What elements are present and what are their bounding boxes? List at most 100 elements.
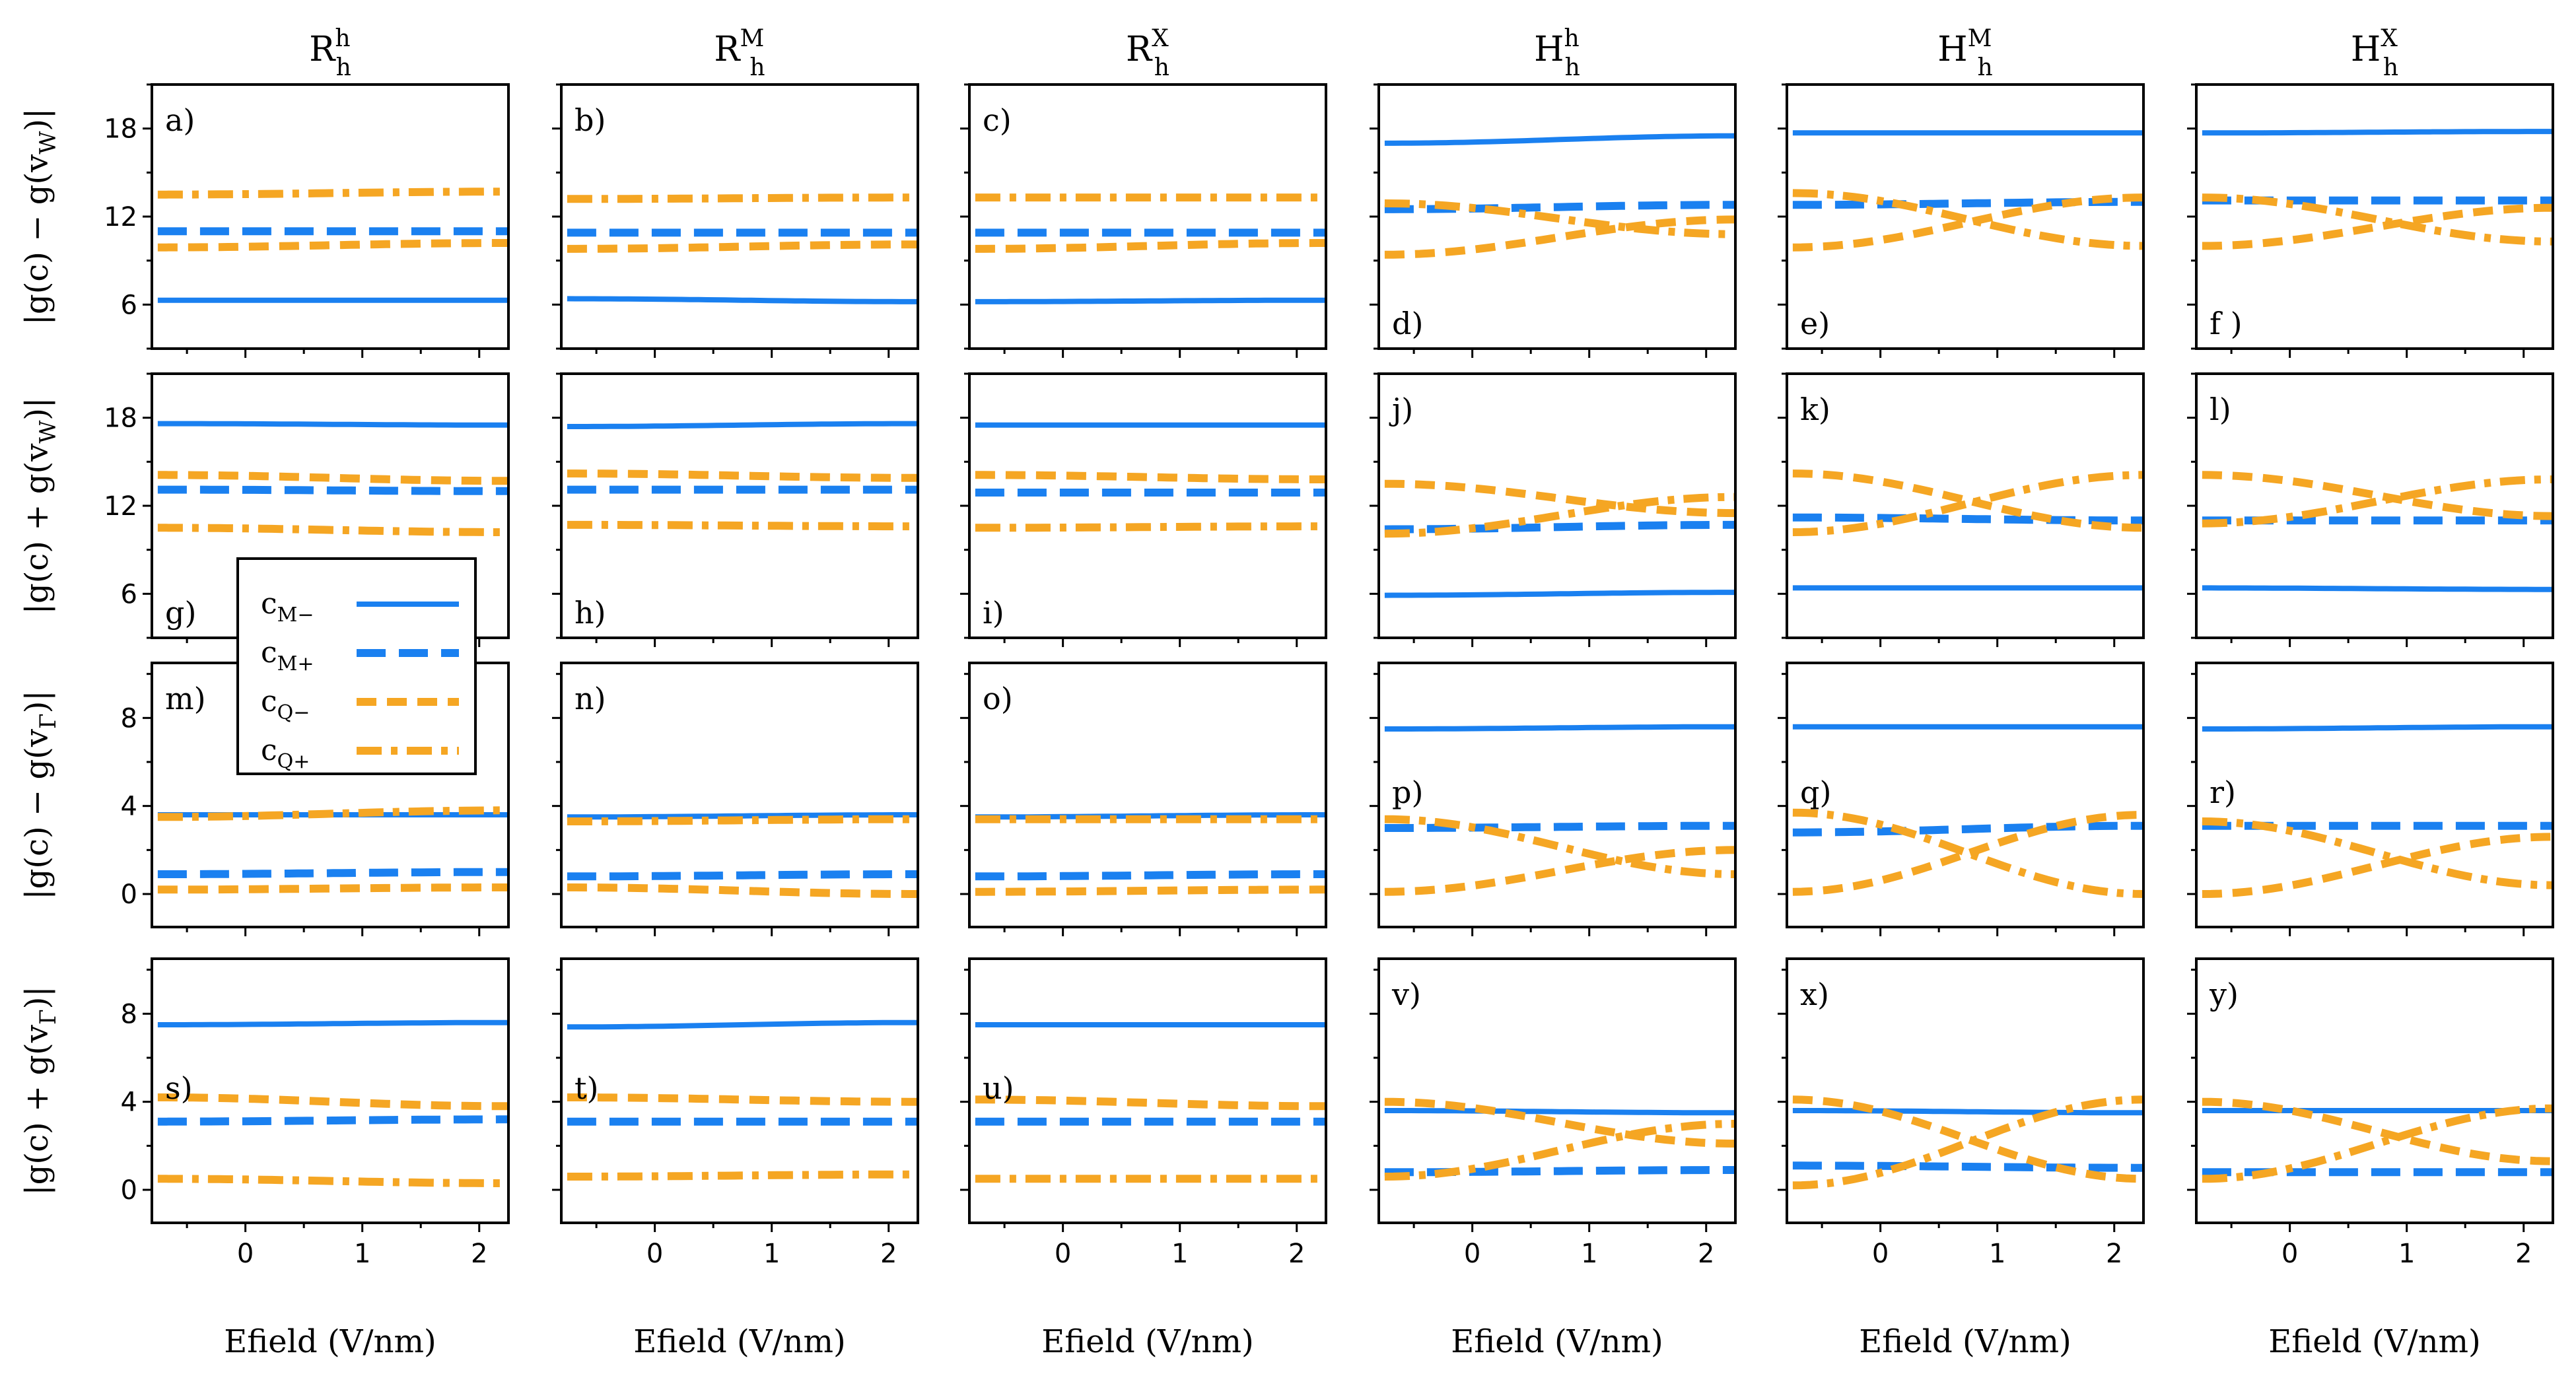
series-cM- [1384,1108,1735,1116]
panel-label: q) [1800,775,1831,810]
column-title-6: HX h [2351,25,2398,81]
column-title-text: Rh h [309,25,351,81]
x-tick-label: 2 [471,1239,487,1269]
y-axis-label-row-1: |g(c) − g(vW)| [18,108,61,325]
panel-frame [560,83,919,350]
series-group [975,812,1326,896]
series-cM- [567,1019,918,1030]
y-axis-label-row-3: |g(c) − g(vΓ)| [18,690,61,899]
panel-h: h) [552,372,919,647]
x-axis-label: Efield (V/nm) [2268,1323,2481,1360]
x-tick-label: 1 [2398,1239,2415,1269]
series-cQ- [157,883,508,894]
series-group [567,1019,918,1181]
series-group [1792,1095,2143,1190]
panel-frame [968,372,1327,639]
panel-label: m) [165,681,206,716]
series-cQ- [975,471,1326,483]
series-cQ+ [157,1175,508,1187]
panel-label: c) [983,102,1012,138]
y-tick-label: 0 [121,879,137,910]
series-cM+ [567,870,918,881]
panel-label: v) [1391,977,1421,1012]
panel-frame [1786,957,2145,1224]
column-title-text: HM h [1937,25,1992,81]
series-cQ+ [157,188,508,199]
panel-frame [2195,957,2554,1224]
x-tick-label: 0 [646,1239,663,1269]
x-axis-label: Efield (V/nm) [1859,1323,2071,1360]
series-cQ+ [2202,475,2553,528]
series-group [975,193,1326,304]
panel-label: u) [983,1070,1014,1106]
series-cQ+ [567,520,918,531]
legend: cM− cM+ cQ− cQ+ [236,557,477,775]
series-cM- [975,297,1326,304]
series-cQ+ [567,193,918,203]
panel-frame [560,372,919,639]
x-tick-label: 2 [1698,1239,1714,1269]
x-tick-label: 1 [1171,1239,1188,1269]
series-group [1384,479,1735,598]
panel-m: 0 4 8 m) [121,662,510,936]
series-cQ- [975,885,1326,896]
series-cQ- [1384,215,1735,259]
series-cQ+ [567,1170,918,1181]
panel-frame [560,662,919,928]
y-tick-label: 4 [121,1087,137,1118]
panel-label: b) [574,102,606,138]
x-axis-label: Efield (V/nm) [224,1323,436,1360]
panel-u: 0 1 2 u) [960,957,1327,1269]
legend-label: cM+ [261,636,314,675]
series-cQ+ [157,524,508,536]
panel-n: n) [552,662,919,936]
panel-g: 6 12 18 g) [104,372,510,647]
x-tick-label: 0 [1464,1239,1480,1269]
series-group [2202,724,2553,898]
x-tick-label: 0 [237,1239,254,1269]
panel-frame [151,83,510,350]
series-cM+ [1384,821,1735,832]
panel-x: 0 1 2 x) [1778,957,2145,1269]
y-tick-label: 0 [121,1175,137,1206]
series-group [1384,133,1735,259]
panel-o: o) [960,662,1327,936]
column-title-3: RX h [1126,25,1169,81]
panel-label: s) [165,1070,193,1106]
panel-label: l) [2210,392,2231,427]
series-cM- [567,296,918,304]
series-cM- [1384,590,1735,598]
column-title-4: Hh h [1534,25,1580,81]
x-tick-label: 0 [2281,1239,2298,1269]
series-group [2202,1097,2553,1183]
panel-t: 0 1 2 t) [552,957,919,1269]
series-cM- [2202,129,2553,136]
y-tick-label: 6 [121,579,137,609]
y-tick-label: 18 [104,114,137,145]
legend-label: cQ+ [261,734,310,773]
series-cQ- [157,1093,508,1111]
panel-y: 0 1 2 y) [2187,957,2554,1269]
x-tick-label: 1 [1989,1239,2005,1269]
series-cQ+ [1792,1095,2143,1190]
series-cM+ [1792,513,2143,525]
x-axis-label: Efield (V/nm) [1041,1323,1254,1360]
series-cQ+ [1384,815,1735,878]
series-cQ- [1384,479,1735,518]
series-cM- [1384,724,1735,732]
series-cM+ [157,485,508,495]
panel-label: j) [1389,392,1413,427]
panel-label: r) [2210,775,2236,810]
series-cQ+ [1384,199,1735,238]
series-cM- [2202,585,2553,592]
x-tick-label: 2 [2515,1239,2532,1269]
panel-frame [1377,957,1737,1224]
x-tick-label: 2 [1288,1239,1305,1269]
panel-a: 6 12 18 a) [104,83,510,358]
x-axis-label: Efield (V/nm) [1451,1323,1663,1360]
series-group [157,421,508,536]
series-group [1384,724,1735,896]
panel-frame [968,662,1327,928]
panel-s: 0 4 8 0 1 2 s) [121,957,510,1269]
x-tick-label: 2 [2106,1239,2122,1269]
